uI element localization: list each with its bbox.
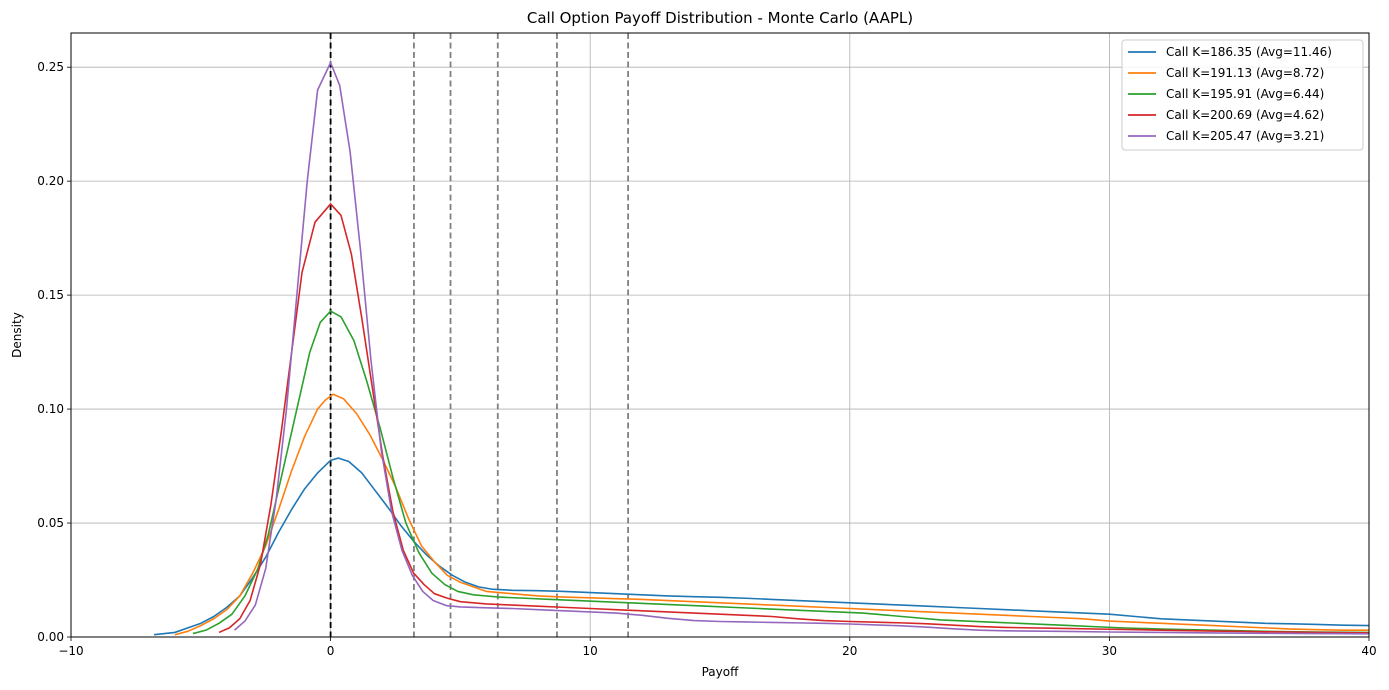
legend-entry: Call K=191.13 (Avg=8.72) (1166, 66, 1324, 80)
legend-entry: Call K=205.47 (Avg=3.21) (1166, 129, 1324, 143)
series-line-2 (174, 393, 1369, 636)
y-axis: 0.00 0.05 0.10 0.15 0.20 0.25 (37, 60, 71, 644)
x-axis: −10 0 10 20 30 40 (58, 637, 1377, 658)
legend: Call K=186.35 (Avg=11.46) Call K=191.13 (… (1121, 39, 1364, 151)
y-tick-label: 0.15 (37, 288, 64, 302)
series-layer (153, 61, 1369, 636)
x-tick-label: 0 (327, 644, 335, 658)
y-tick-label: 0.00 (37, 630, 64, 644)
x-tick-label: 10 (583, 644, 598, 658)
y-tick-label: 0.20 (37, 174, 64, 188)
series-line-5 (234, 61, 1369, 635)
legend-box (1121, 39, 1364, 151)
x-tick-label: 20 (842, 644, 857, 658)
legend-entry: Call K=186.35 (Avg=11.46) (1166, 45, 1332, 59)
x-tick-label: 40 (1361, 644, 1376, 658)
series-line-1 (153, 457, 1369, 636)
legend-entry: Call K=195.91 (Avg=6.44) (1166, 87, 1324, 101)
plot-frame (70, 32, 1370, 638)
series-line-3 (192, 310, 1369, 635)
chart-title: Call Option Payoff Distribution - Monte … (527, 9, 913, 27)
y-tick-label: 0.10 (37, 402, 64, 416)
y-tick-label: 0.05 (37, 516, 64, 530)
y-axis-label: Density (10, 312, 24, 358)
x-tick-label: 30 (1102, 644, 1117, 658)
reference-lines (329, 33, 630, 637)
x-axis-label: Payoff (702, 665, 739, 679)
legend-entry: Call K=200.69 (Avg=4.62) (1166, 108, 1324, 122)
series-line-4 (218, 203, 1369, 634)
y-tick-label: 0.25 (37, 60, 64, 74)
x-tick-label: −10 (58, 644, 83, 658)
